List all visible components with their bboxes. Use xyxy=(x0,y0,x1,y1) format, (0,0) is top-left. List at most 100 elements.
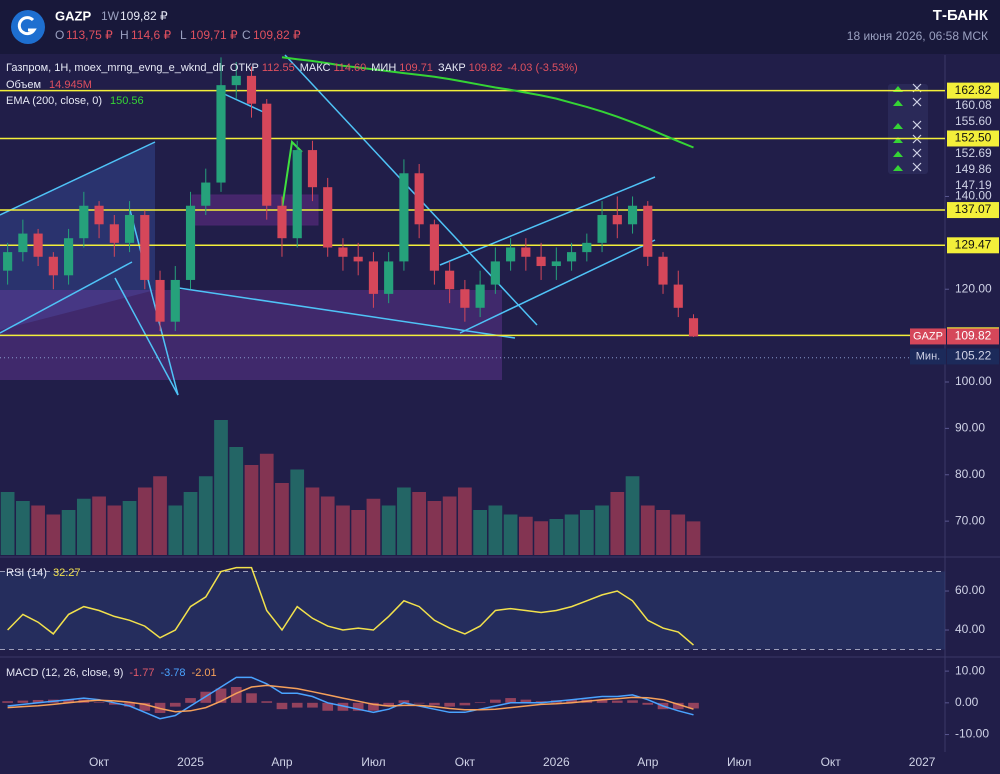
ohlc-key: L xyxy=(180,28,187,42)
alert-label: 152.69 xyxy=(955,146,992,160)
volume-bar xyxy=(473,510,487,555)
macd-hist-bar xyxy=(642,702,654,705)
legend-row: Объем 14.945M xyxy=(6,79,92,91)
volume-bar xyxy=(458,487,472,555)
volume-bar xyxy=(503,514,518,555)
volume-bar xyxy=(579,510,594,555)
candle-body xyxy=(185,205,196,280)
volume-bar xyxy=(564,514,579,555)
y-tick-label: 120.00 xyxy=(955,281,992,295)
legend-value: 109.82 xyxy=(469,62,503,74)
legend-value: 14.945M xyxy=(49,79,92,91)
volume-bar xyxy=(625,476,640,555)
legend-value: 32.27 xyxy=(53,567,81,579)
macd-hist-bar xyxy=(261,701,273,703)
legend-row: MACD (12, 26, close, 9) -1.77 -3.78 -2.01 xyxy=(6,667,217,679)
volume-bar xyxy=(244,465,259,555)
volume-bar xyxy=(137,487,152,555)
candle-body xyxy=(33,233,43,257)
macd-hist-bar xyxy=(490,699,501,703)
macd-hist-bar xyxy=(124,702,135,707)
candle-body xyxy=(368,261,378,294)
candle-body xyxy=(262,103,272,206)
alert-label: 147.19 xyxy=(955,178,992,192)
macd-hist-bar xyxy=(93,702,105,703)
arrow xyxy=(279,139,303,223)
y-tick-label: 0.00 xyxy=(955,695,979,709)
volume-bar xyxy=(442,496,457,555)
macd-hist-bar xyxy=(215,688,227,703)
volume-bar xyxy=(595,505,609,555)
trendline xyxy=(221,92,271,116)
level-label: 129.47 xyxy=(955,237,992,251)
legend-value: 109.71 xyxy=(399,62,433,74)
legend-value: 114.60 xyxy=(333,62,366,74)
legend-key: МАКС xyxy=(300,62,331,74)
macd-hist-bar xyxy=(459,702,471,706)
logo-glyph xyxy=(17,16,37,36)
x-tick-label: Окт xyxy=(455,755,476,769)
macd-hist-bar xyxy=(17,700,29,703)
x-tick-label: Окт xyxy=(89,755,110,769)
candle-body xyxy=(627,205,638,225)
candle-body xyxy=(307,150,318,188)
macd-hist-bar xyxy=(566,699,577,703)
candle-body xyxy=(216,85,226,183)
volume-bar xyxy=(107,505,122,555)
x-tick-label: Апр xyxy=(637,755,659,769)
alert-bell xyxy=(893,137,903,143)
y-tick-label: 70.00 xyxy=(955,513,985,527)
candle-body xyxy=(109,224,119,243)
candle-body xyxy=(567,252,577,262)
legend-key: МИН xyxy=(371,62,396,74)
macd-hist-bar xyxy=(505,698,516,703)
candle-body xyxy=(597,215,607,243)
volume-bar xyxy=(351,510,366,555)
macd-hist-bar xyxy=(185,698,196,703)
ohlc-value: 113,75 ₽ xyxy=(66,28,113,42)
candle-body xyxy=(292,150,302,239)
volume-bar xyxy=(336,505,350,555)
candle-body xyxy=(673,284,683,308)
volume-bar xyxy=(610,492,625,555)
ohlc-key: H xyxy=(120,28,129,42)
candle-body xyxy=(170,279,180,322)
macd-hist-bar xyxy=(474,702,486,703)
macd-hist-bar xyxy=(63,699,74,703)
rsi-line xyxy=(7,566,694,646)
last-price-bg xyxy=(947,328,999,345)
ohlc-value: 109,82 ₽ xyxy=(253,28,301,42)
volume-bar xyxy=(153,476,167,555)
macd-hist-bar xyxy=(413,702,425,704)
volume-bar xyxy=(488,505,503,555)
macd-hist-bar xyxy=(307,702,318,708)
x-tick-label: Апр xyxy=(271,755,293,769)
ticker: GAZP xyxy=(55,8,91,23)
volume-bar xyxy=(412,492,427,555)
y-tick-label: 40.00 xyxy=(955,622,985,636)
volume-bar xyxy=(305,487,320,555)
legend-title: RSI (14) xyxy=(6,567,47,579)
candle-body xyxy=(490,261,500,285)
alert-label: 155.60 xyxy=(955,114,992,128)
legend-value: -1.77 xyxy=(129,667,154,679)
macd-hist-bar xyxy=(337,702,349,711)
macd-line xyxy=(7,684,694,713)
alert-bell xyxy=(893,151,903,157)
logo xyxy=(11,10,45,44)
y-tick-label: 60.00 xyxy=(955,583,985,597)
candle-body xyxy=(231,75,241,86)
macd-hist-bar xyxy=(322,702,334,711)
price: 109,82 ₽ xyxy=(120,9,168,23)
trendline xyxy=(459,239,656,334)
macd-hist-bar xyxy=(169,702,181,707)
volume-bar xyxy=(381,505,396,555)
macd-line xyxy=(7,676,694,720)
volume-bar xyxy=(366,498,381,555)
macd-hist-bar xyxy=(276,702,288,710)
macd-hist-bar xyxy=(32,699,44,703)
candle-body xyxy=(414,173,424,225)
candle-body xyxy=(384,261,394,294)
candle-body xyxy=(551,261,561,267)
level-label: 162.82 xyxy=(955,83,992,97)
